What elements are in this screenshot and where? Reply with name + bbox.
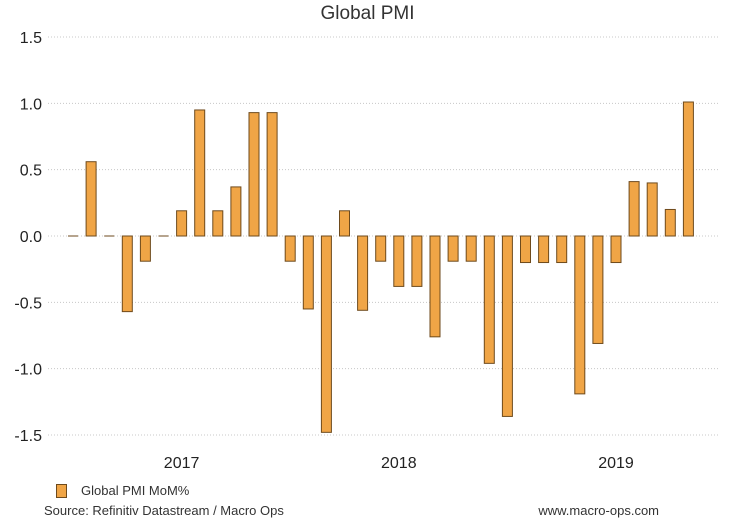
chart-title: Global PMI — [320, 3, 415, 24]
bar — [284, 235, 296, 262]
bar — [194, 109, 206, 237]
bar — [628, 181, 640, 237]
bar — [447, 235, 459, 262]
bar — [465, 235, 477, 262]
bars — [68, 101, 694, 433]
legend-label: Global PMI MoM% — [81, 483, 190, 498]
legend: Global PMI MoM% — [56, 483, 189, 498]
bar — [176, 210, 188, 237]
legend-swatch — [56, 483, 67, 498]
bar — [248, 112, 260, 237]
bar — [538, 235, 550, 264]
bar — [320, 235, 332, 433]
bar — [393, 235, 405, 287]
x-tick-label: 2018 — [381, 455, 417, 472]
x-tick-label: 2019 — [598, 455, 634, 472]
bar — [121, 235, 133, 313]
y-tick-label: 1.0 — [20, 96, 42, 113]
y-axis-ticks: 1.5 1.0 0.5 0.0 -0.5 -1.0 -1.5 — [14, 30, 42, 445]
website-note: www.macro-ops.com — [538, 503, 659, 518]
bar — [266, 112, 278, 237]
bar — [212, 210, 224, 237]
bar — [230, 186, 242, 237]
bar — [357, 235, 369, 311]
bar — [574, 235, 586, 395]
source-note: Source: Refinitiv Datastream / Macro Ops — [44, 503, 284, 518]
bar — [139, 235, 151, 262]
bar — [411, 235, 423, 287]
chart-plot: 1.5 1.0 0.5 0.0 -0.5 -1.0 -1.5 2017 2018 2019 — [14, 30, 720, 472]
x-tick-label: 2017 — [164, 455, 200, 472]
bar — [664, 208, 676, 237]
bar — [556, 235, 568, 264]
bar — [339, 210, 350, 237]
bar — [85, 161, 97, 237]
bar — [610, 235, 622, 264]
bar — [375, 235, 387, 262]
y-tick-label: 0.5 — [20, 163, 42, 180]
bar — [302, 235, 314, 310]
bar — [520, 235, 531, 264]
bar — [646, 182, 658, 237]
y-tick-label: -1.0 — [14, 362, 42, 379]
y-tick-label: 0.0 — [20, 229, 42, 246]
y-tick-label: -0.5 — [14, 295, 42, 312]
bar — [501, 235, 513, 417]
bar — [429, 235, 441, 338]
y-tick-label: -1.5 — [14, 428, 42, 445]
y-tick-label: 1.5 — [20, 30, 42, 47]
x-axis-ticks: 2017 2018 2019 — [164, 455, 634, 472]
bar — [682, 101, 694, 237]
bar — [592, 235, 604, 344]
bar — [483, 235, 495, 364]
